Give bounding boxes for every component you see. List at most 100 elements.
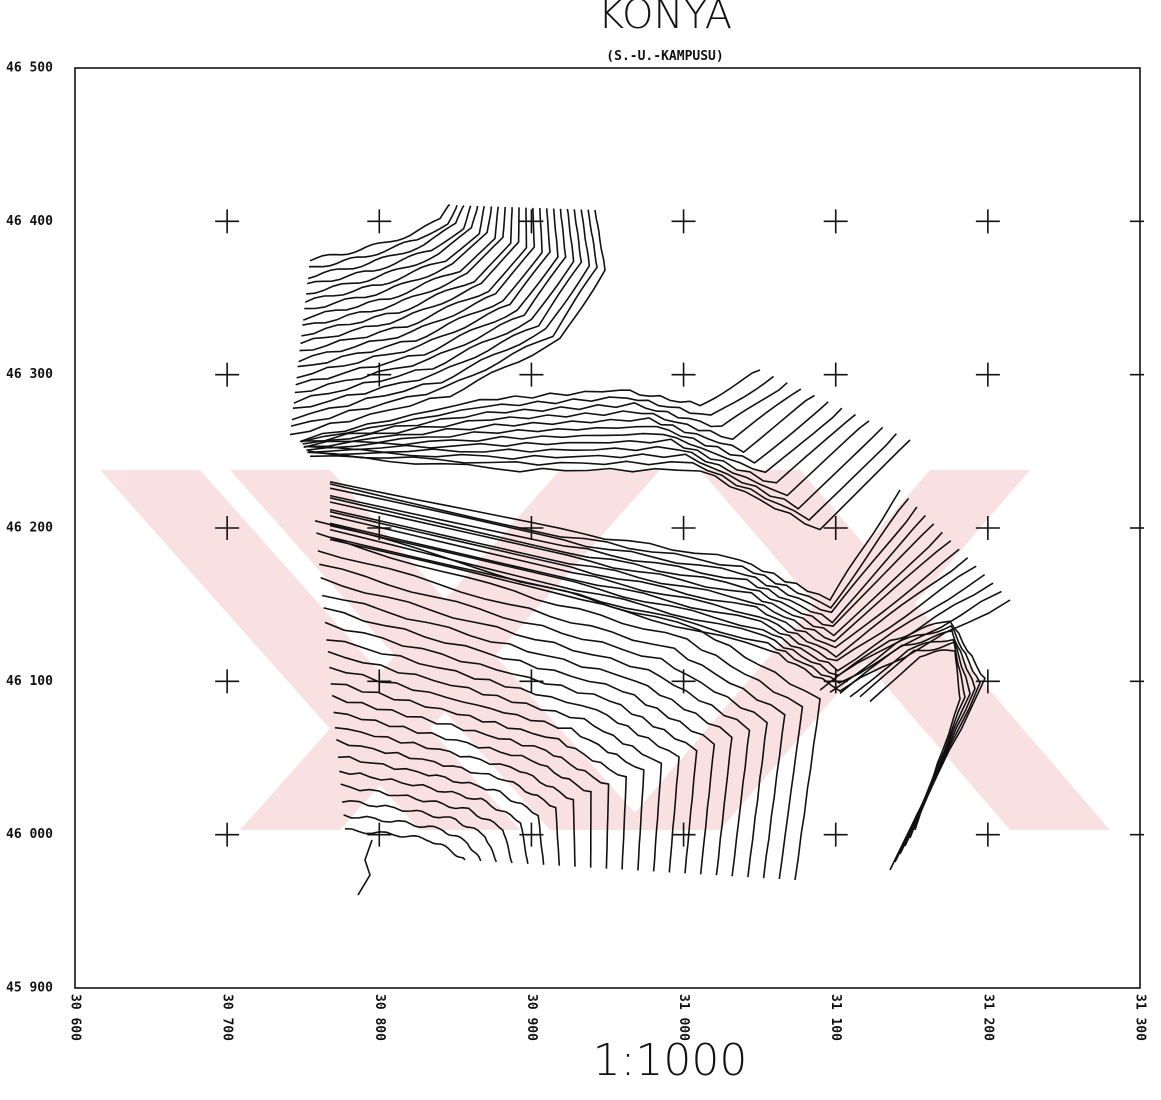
x-label: 31 000 [676,994,691,1041]
grid-cross [215,822,240,847]
contour-line [343,814,482,862]
contour-line [341,799,498,863]
contour-line [321,594,733,876]
contour-line [357,839,373,896]
contour-line [306,413,857,484]
contour-line [299,369,761,443]
contour-line [331,694,610,869]
grid-cross [823,822,848,847]
contour-line [329,483,910,609]
contour-line [304,206,493,310]
grid-cross [367,669,392,694]
y-label: 45 900 [6,981,53,996]
contour-line [329,524,986,672]
contour-line [326,639,680,873]
contour-line [306,205,479,295]
contour-line [300,375,775,443]
contour-line [334,726,576,867]
contour-line [329,508,952,643]
contour-line [327,650,663,872]
y-label: 46 000 [6,827,53,842]
contour-line [324,621,698,874]
watermark [100,470,1110,830]
contour-line [292,209,583,409]
map-subtitle: (S.-U.-KAMPUSU) [606,49,723,64]
grid-cross [823,516,848,540]
contour-line [329,666,645,871]
contours [289,204,1011,896]
map-title: KONYA [598,0,732,38]
contour-line [329,510,960,649]
grid-cross [975,669,1000,694]
contour-line [296,208,551,379]
grid-cross [215,516,240,540]
grid-cross [367,516,392,540]
contour-line [299,207,528,352]
contour-line [849,638,971,847]
grid-cross [671,516,696,540]
contour-line [309,439,911,531]
grid-cross [519,362,544,387]
contour-line [308,426,884,510]
contour-line [308,204,458,268]
contour-line [290,209,598,427]
grid-cross [671,822,696,847]
contour-line [316,532,804,880]
contour-line [317,550,786,879]
grid-cross [823,362,848,387]
contour-line [289,209,606,436]
contour-line [304,205,486,303]
contour-line [314,520,821,881]
grid-cross [975,822,1000,847]
grid-cross [671,209,696,234]
grid-cross [367,822,392,847]
grid-cross [519,669,544,694]
grid-cross [367,209,392,234]
grid-cross [519,516,544,540]
contour-line [329,494,926,624]
contour-line [297,208,543,368]
contour-line [333,711,592,868]
y-label: 46 400 [6,214,53,229]
contour-line [307,420,870,497]
y-label: 46 200 [6,521,53,536]
contour-line [839,630,976,855]
x-label: 31 300 [1133,994,1148,1041]
contour-line [291,209,591,421]
grid-cross [671,362,696,387]
grid-cross [975,209,1000,234]
x-label: 30 600 [68,994,83,1041]
contour-line [819,620,986,871]
contour-line [329,538,1011,692]
grid-cross [975,362,1000,387]
contour-line [303,206,500,321]
grid-cross [671,669,696,694]
x-label: 31 200 [980,994,995,1041]
contour-line [323,607,716,875]
grid-cross [519,209,544,234]
contour-line [293,208,575,404]
contour-line [305,407,843,474]
grid-cross [823,209,848,234]
x-label: 31 100 [828,994,843,1041]
contour-line [309,433,898,522]
contour-line [294,208,567,394]
x-label: 30 900 [524,994,539,1041]
x-label: 30 800 [372,994,387,1041]
contour-line [309,204,451,262]
contour-line [337,755,545,865]
contour-line [329,528,994,677]
contour-line [329,481,901,602]
contour-line [295,208,559,386]
contour-line [320,576,751,877]
grid-cross [823,669,848,694]
contour-line [340,783,513,864]
contour-line [302,206,506,326]
contour-line [344,828,466,861]
contour-line [829,624,981,863]
grid-cross [215,209,240,234]
contour-line [304,401,829,464]
x-label: 30 700 [220,994,235,1041]
contour-line [301,382,788,442]
